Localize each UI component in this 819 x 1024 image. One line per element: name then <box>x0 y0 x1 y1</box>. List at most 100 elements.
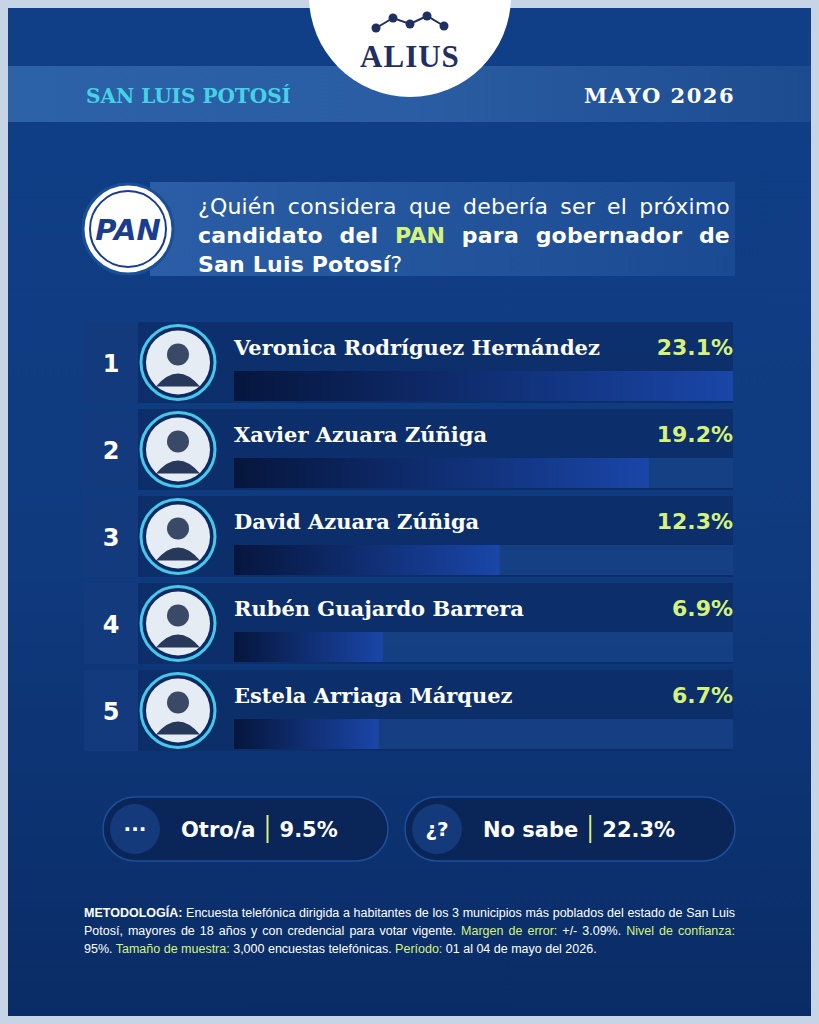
avatar-head <box>167 605 189 627</box>
logo-dot <box>423 12 432 21</box>
extra-icon: ··· <box>124 817 147 841</box>
bar <box>234 371 733 401</box>
rank-cell <box>84 322 138 403</box>
rank: 5 <box>103 698 120 726</box>
category-label: David Azuara Zúñiga <box>234 509 480 534</box>
party-logo-ring <box>90 191 166 267</box>
question-strip <box>150 182 735 276</box>
bar-track <box>234 545 733 575</box>
bar <box>234 545 500 575</box>
extra-pill <box>405 797 735 861</box>
extra-value: 22.3% <box>602 818 675 842</box>
bars <box>234 371 733 749</box>
row-background <box>84 409 733 490</box>
value-label: 23.1% <box>657 335 733 360</box>
methodology-part: 3,000 encuestas telefónicas. <box>230 942 395 956</box>
avatar <box>146 592 210 656</box>
bar-track <box>234 719 733 749</box>
row-background <box>84 583 733 664</box>
rank-cell <box>84 496 138 577</box>
methodology-part: Nivel de confianza: <box>626 924 735 938</box>
extra-value: 9.5% <box>280 818 338 842</box>
rank: 3 <box>103 524 120 552</box>
separator <box>589 815 591 843</box>
methodology-part: METODOLOGÍA: <box>84 906 182 920</box>
extra-pill <box>103 797 388 861</box>
avatar-ring <box>141 500 215 574</box>
separator <box>267 815 269 843</box>
avatar-ring <box>141 587 215 661</box>
logo-dot <box>372 24 381 33</box>
avatar-body <box>156 374 200 387</box>
avatar <box>146 418 210 482</box>
methodology-part: Período: <box>395 942 442 956</box>
methodology-part: 95%. <box>84 942 116 956</box>
avatar-head <box>167 431 189 453</box>
rank: 1 <box>103 350 120 378</box>
logo-line <box>376 16 444 28</box>
question-part: PAN <box>395 223 445 248</box>
logo-dot <box>389 14 398 23</box>
methodology-part: +/- 3.09%. <box>557 924 626 938</box>
labels: 23.1% Veronica Rodríguez Hernández 19.2% Xa… <box>233 335 733 708</box>
date: MAYO 2026 <box>584 83 735 108</box>
avatar <box>146 331 210 395</box>
extra-icon-bg <box>412 804 462 854</box>
rank: 2 <box>103 437 120 465</box>
rank-cell <box>84 409 138 490</box>
bar-track <box>234 632 733 662</box>
rank-cell <box>84 670 138 751</box>
methodology-part: Margen de error: <box>461 924 557 938</box>
avatar-ring <box>141 674 215 748</box>
logo-dot <box>406 20 415 29</box>
bar <box>234 632 383 662</box>
extra-label: Otro/a <box>181 818 256 842</box>
avatar-body <box>156 461 200 474</box>
logo-dot <box>440 22 449 31</box>
avatar <box>146 505 210 569</box>
avatar-body <box>156 635 200 648</box>
rank: 4 <box>103 611 120 639</box>
question: ¿Quién considera que debería ser el próx… <box>198 192 730 279</box>
avatar-head <box>167 518 189 540</box>
avatar-body <box>156 722 200 735</box>
avatar-head <box>167 344 189 366</box>
extra-icon-bg <box>110 804 160 854</box>
extra-label: No sabe <box>483 818 578 842</box>
background <box>8 8 811 1016</box>
category-label: Veronica Rodríguez Hernández <box>233 335 600 360</box>
question-part: ? <box>391 252 403 277</box>
brand: ALIUS <box>360 39 460 74</box>
logo-circle <box>309 0 511 97</box>
row-background <box>84 496 733 577</box>
value-label: 6.7% <box>672 683 733 708</box>
row-background <box>84 322 733 403</box>
question-part: ¿Quién considera que debería ser el próx… <box>198 194 730 219</box>
avatar-body <box>156 548 200 561</box>
avatar-head <box>167 692 189 714</box>
poster: ALIUS SAN LUIS POTOSÍ MAYO 2026 PAN 1 2 3 4 5 23.… <box>0 0 819 1024</box>
bar-track <box>234 371 733 401</box>
value-label: 12.3% <box>657 509 733 534</box>
methodology-part: Tamaño de muestra: <box>116 942 230 956</box>
methodology: METODOLOGÍA: Encuesta telefónica dirigid… <box>84 904 735 958</box>
rank-cell <box>84 583 138 664</box>
question-part: candidato del <box>198 223 395 248</box>
category-label: Xavier Azuara Zúñiga <box>234 422 487 447</box>
category-label: Rubén Guajardo Barrera <box>234 596 524 621</box>
avatar-ring <box>141 413 215 487</box>
party-logo <box>83 184 173 274</box>
methodology-part: 01 al 04 de mayo del 2026. <box>442 942 596 956</box>
category-label: Estela Arriaga Márquez <box>234 683 513 708</box>
value-label: 19.2% <box>657 422 733 447</box>
party: PAN <box>95 213 160 247</box>
avatar <box>146 679 210 743</box>
region: SAN LUIS POTOSÍ <box>86 84 291 108</box>
value-label: 6.9% <box>672 596 733 621</box>
bar-track <box>234 458 733 488</box>
bar <box>234 719 379 749</box>
extra-icon: ¿? <box>425 817 448 841</box>
row-background <box>84 670 733 751</box>
bar <box>234 458 649 488</box>
avatar-ring <box>141 326 215 400</box>
